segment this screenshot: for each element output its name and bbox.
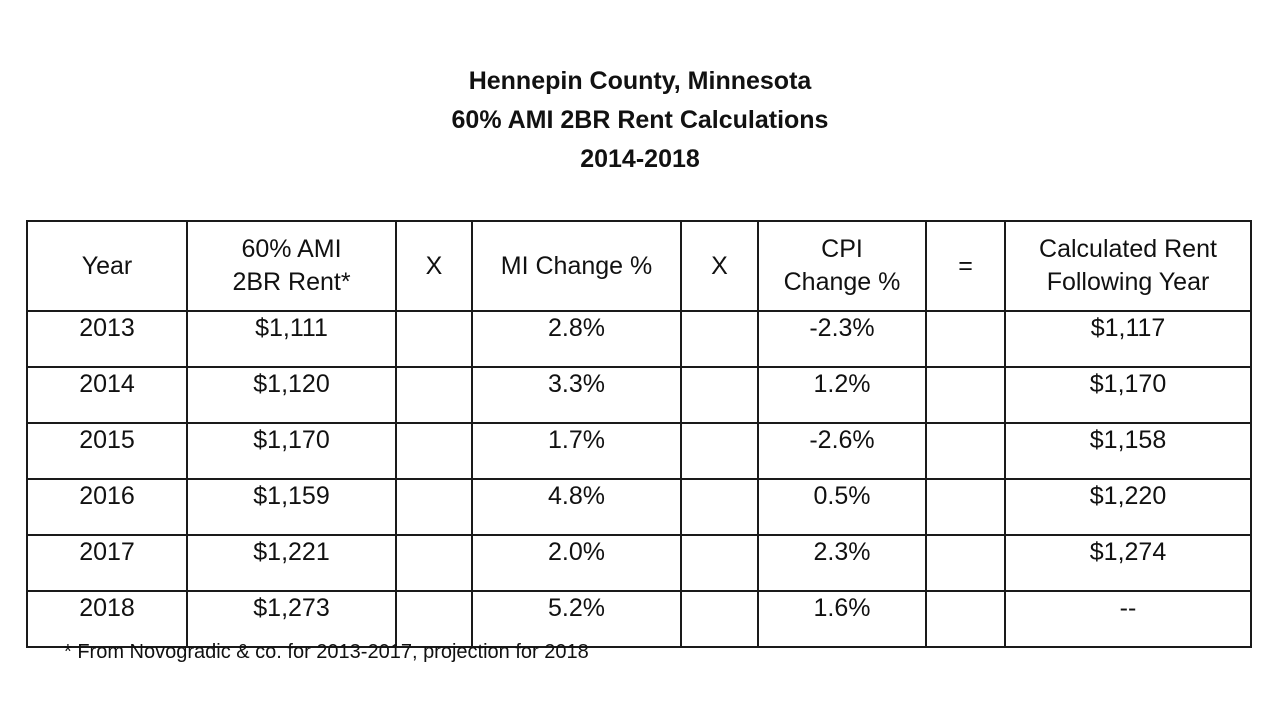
- header-ami-rent: 60% AMI 2BR Rent*: [186, 220, 397, 312]
- cell-year: 2013: [26, 310, 188, 368]
- header-row: Year 60% AMI 2BR Rent* X MI Change % X CP…: [26, 220, 1252, 312]
- cell-year: 2017: [26, 534, 188, 592]
- title-line-1: Hennepin County, Minnesota: [468, 67, 812, 95]
- header-multiply-2: X: [680, 220, 759, 312]
- cell-rent: $1,221: [186, 534, 397, 592]
- cell-rent: $1,111: [186, 310, 397, 368]
- table-row: 2013 $1,111 2.8% -2.3% $1,117: [26, 310, 1252, 368]
- cell-empty: [395, 422, 473, 480]
- cell-empty: [680, 422, 759, 480]
- header-multiply-1: X: [395, 220, 473, 312]
- cell-empty: [395, 590, 473, 648]
- cell-year: 2014: [26, 366, 188, 424]
- cell-calculated-rent: $1,274: [1004, 534, 1252, 592]
- cell-empty: [395, 478, 473, 536]
- cell-mi-change: 3.3%: [471, 366, 682, 424]
- cell-mi-change: 2.0%: [471, 534, 682, 592]
- cell-cpi-change: 2.3%: [757, 534, 927, 592]
- cell-empty: [925, 310, 1006, 368]
- cell-empty: [395, 534, 473, 592]
- header-mi-change: MI Change %: [471, 220, 682, 312]
- cell-calculated-rent: --: [1004, 590, 1252, 648]
- header-cpi-change: CPI Change %: [757, 220, 927, 312]
- cell-calculated-rent: $1,117: [1004, 310, 1252, 368]
- cell-empty: [680, 590, 759, 648]
- cell-year: 2018: [26, 590, 188, 648]
- cell-cpi-change: 1.6%: [757, 590, 927, 648]
- table-row: 2014 $1,120 3.3% 1.2% $1,170: [26, 366, 1252, 424]
- table-row: 2016 $1,159 4.8% 0.5% $1,220: [26, 478, 1252, 536]
- cell-rent: $1,170: [186, 422, 397, 480]
- cell-empty: [680, 366, 759, 424]
- header-year: Year: [26, 220, 188, 312]
- cell-empty: [925, 590, 1006, 648]
- table-row: 2015 $1,170 1.7% -2.6% $1,158: [26, 422, 1252, 480]
- header-calculated-rent: Calculated Rent Following Year: [1004, 220, 1252, 312]
- cell-year: 2016: [26, 478, 188, 536]
- title-line-3: 2014-2018: [580, 145, 700, 173]
- cell-empty: [680, 534, 759, 592]
- cell-cpi-change: 0.5%: [757, 478, 927, 536]
- cell-cpi-change: 1.2%: [757, 366, 927, 424]
- cell-rent: $1,120: [186, 366, 397, 424]
- cell-mi-change: 1.7%: [471, 422, 682, 480]
- cell-empty: [395, 366, 473, 424]
- title-line-2: 60% AMI 2BR Rent Calculations: [451, 106, 829, 134]
- cell-empty: [395, 310, 473, 368]
- cell-year: 2015: [26, 422, 188, 480]
- cell-mi-change: 4.8%: [471, 478, 682, 536]
- cell-empty: [680, 478, 759, 536]
- cell-cpi-change: -2.3%: [757, 310, 927, 368]
- cell-rent: $1,273: [186, 590, 397, 648]
- cell-empty: [925, 366, 1006, 424]
- cell-cpi-change: -2.6%: [757, 422, 927, 480]
- footnote: * From Novogradic & co. for 2013-2017, p…: [64, 641, 589, 663]
- cell-calculated-rent: $1,158: [1004, 422, 1252, 480]
- rent-table: Year 60% AMI 2BR Rent* X MI Change % X CP…: [26, 220, 1252, 648]
- cell-calculated-rent: $1,220: [1004, 478, 1252, 536]
- cell-mi-change: 5.2%: [471, 590, 682, 648]
- cell-calculated-rent: $1,170: [1004, 366, 1252, 424]
- header-equals: =: [925, 220, 1006, 312]
- cell-empty: [925, 478, 1006, 536]
- cell-empty: [925, 534, 1006, 592]
- table-row: 2017 $1,221 2.0% 2.3% $1,274: [26, 534, 1252, 592]
- cell-mi-change: 2.8%: [471, 310, 682, 368]
- cell-rent: $1,159: [186, 478, 397, 536]
- cell-empty: [680, 310, 759, 368]
- cell-empty: [925, 422, 1006, 480]
- page-title: Hennepin County, Minnesota 60% AMI 2BR R…: [0, 62, 1280, 179]
- table-row: 2018 $1,273 5.2% 1.6% --: [26, 590, 1252, 648]
